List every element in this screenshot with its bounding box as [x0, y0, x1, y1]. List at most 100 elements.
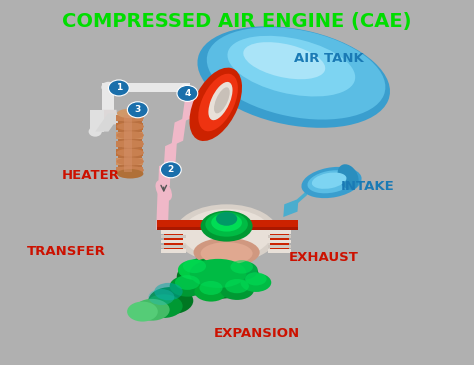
Ellipse shape — [117, 123, 144, 131]
Ellipse shape — [198, 74, 238, 131]
Ellipse shape — [183, 257, 253, 293]
Ellipse shape — [134, 299, 170, 321]
Ellipse shape — [170, 276, 205, 297]
Text: TRANSFER: TRANSFER — [27, 245, 106, 258]
Polygon shape — [102, 92, 114, 110]
Polygon shape — [158, 161, 171, 192]
Ellipse shape — [155, 180, 172, 201]
Text: 3: 3 — [135, 105, 141, 114]
Ellipse shape — [117, 157, 144, 165]
Polygon shape — [161, 226, 186, 229]
Polygon shape — [91, 110, 104, 132]
Ellipse shape — [117, 140, 144, 148]
Polygon shape — [118, 114, 142, 175]
Ellipse shape — [190, 259, 246, 288]
Circle shape — [109, 80, 129, 96]
Ellipse shape — [190, 68, 242, 141]
Ellipse shape — [117, 131, 144, 139]
Polygon shape — [268, 226, 292, 229]
Ellipse shape — [312, 173, 346, 189]
Polygon shape — [268, 235, 292, 238]
Polygon shape — [117, 132, 144, 138]
Ellipse shape — [182, 209, 272, 258]
Polygon shape — [117, 167, 144, 173]
Polygon shape — [117, 158, 144, 165]
Polygon shape — [161, 235, 186, 238]
Text: 4: 4 — [184, 89, 191, 98]
Ellipse shape — [211, 214, 242, 231]
Polygon shape — [162, 220, 184, 221]
Text: INTAKE: INTAKE — [341, 180, 395, 193]
Ellipse shape — [201, 211, 253, 242]
Ellipse shape — [240, 273, 271, 292]
Polygon shape — [164, 221, 182, 253]
Circle shape — [177, 85, 198, 101]
Polygon shape — [95, 114, 121, 132]
Polygon shape — [117, 141, 144, 147]
Circle shape — [160, 162, 181, 178]
Ellipse shape — [205, 212, 248, 237]
Ellipse shape — [207, 27, 385, 120]
Ellipse shape — [216, 212, 237, 226]
Ellipse shape — [193, 238, 260, 267]
Polygon shape — [297, 190, 308, 204]
Polygon shape — [117, 149, 144, 156]
Ellipse shape — [175, 275, 200, 290]
Polygon shape — [161, 240, 186, 243]
Polygon shape — [268, 245, 292, 248]
Circle shape — [128, 102, 148, 118]
Ellipse shape — [198, 26, 390, 128]
Polygon shape — [268, 240, 292, 243]
Polygon shape — [117, 123, 144, 130]
Ellipse shape — [200, 281, 223, 295]
Ellipse shape — [155, 283, 182, 300]
Ellipse shape — [117, 114, 144, 122]
Ellipse shape — [245, 272, 267, 285]
Polygon shape — [124, 115, 132, 172]
Ellipse shape — [228, 36, 355, 96]
Polygon shape — [268, 249, 292, 253]
Polygon shape — [269, 220, 290, 221]
Polygon shape — [161, 245, 186, 248]
Ellipse shape — [301, 167, 362, 198]
Polygon shape — [270, 221, 289, 253]
Ellipse shape — [117, 109, 144, 118]
Polygon shape — [156, 220, 299, 227]
Polygon shape — [268, 221, 292, 224]
Ellipse shape — [101, 82, 116, 93]
Polygon shape — [156, 187, 169, 230]
Polygon shape — [268, 230, 292, 234]
Polygon shape — [164, 141, 177, 168]
Ellipse shape — [127, 301, 158, 322]
Text: HEATER: HEATER — [62, 169, 120, 182]
Ellipse shape — [201, 242, 253, 265]
Ellipse shape — [178, 260, 211, 280]
Ellipse shape — [89, 127, 102, 137]
Ellipse shape — [113, 84, 123, 91]
Text: COMPRESSED AIR ENGINE (CAE): COMPRESSED AIR ENGINE (CAE) — [62, 12, 412, 31]
Polygon shape — [161, 230, 186, 234]
Ellipse shape — [308, 170, 354, 193]
Ellipse shape — [209, 82, 233, 120]
Ellipse shape — [214, 87, 230, 114]
Ellipse shape — [180, 84, 190, 91]
Text: EXPANSION: EXPANSION — [213, 327, 300, 340]
Ellipse shape — [337, 164, 359, 190]
Polygon shape — [117, 115, 144, 121]
Text: AIR TANK: AIR TANK — [294, 52, 364, 65]
Ellipse shape — [117, 149, 144, 157]
Ellipse shape — [243, 42, 325, 79]
Ellipse shape — [183, 259, 206, 273]
Ellipse shape — [148, 287, 193, 314]
Polygon shape — [102, 110, 118, 124]
Polygon shape — [156, 227, 299, 230]
Ellipse shape — [145, 294, 182, 318]
Polygon shape — [161, 221, 186, 224]
Text: 2: 2 — [168, 165, 174, 174]
Ellipse shape — [177, 255, 259, 299]
Ellipse shape — [230, 260, 253, 274]
Ellipse shape — [194, 281, 228, 301]
Polygon shape — [171, 117, 186, 146]
Ellipse shape — [148, 289, 174, 305]
Ellipse shape — [117, 169, 144, 178]
